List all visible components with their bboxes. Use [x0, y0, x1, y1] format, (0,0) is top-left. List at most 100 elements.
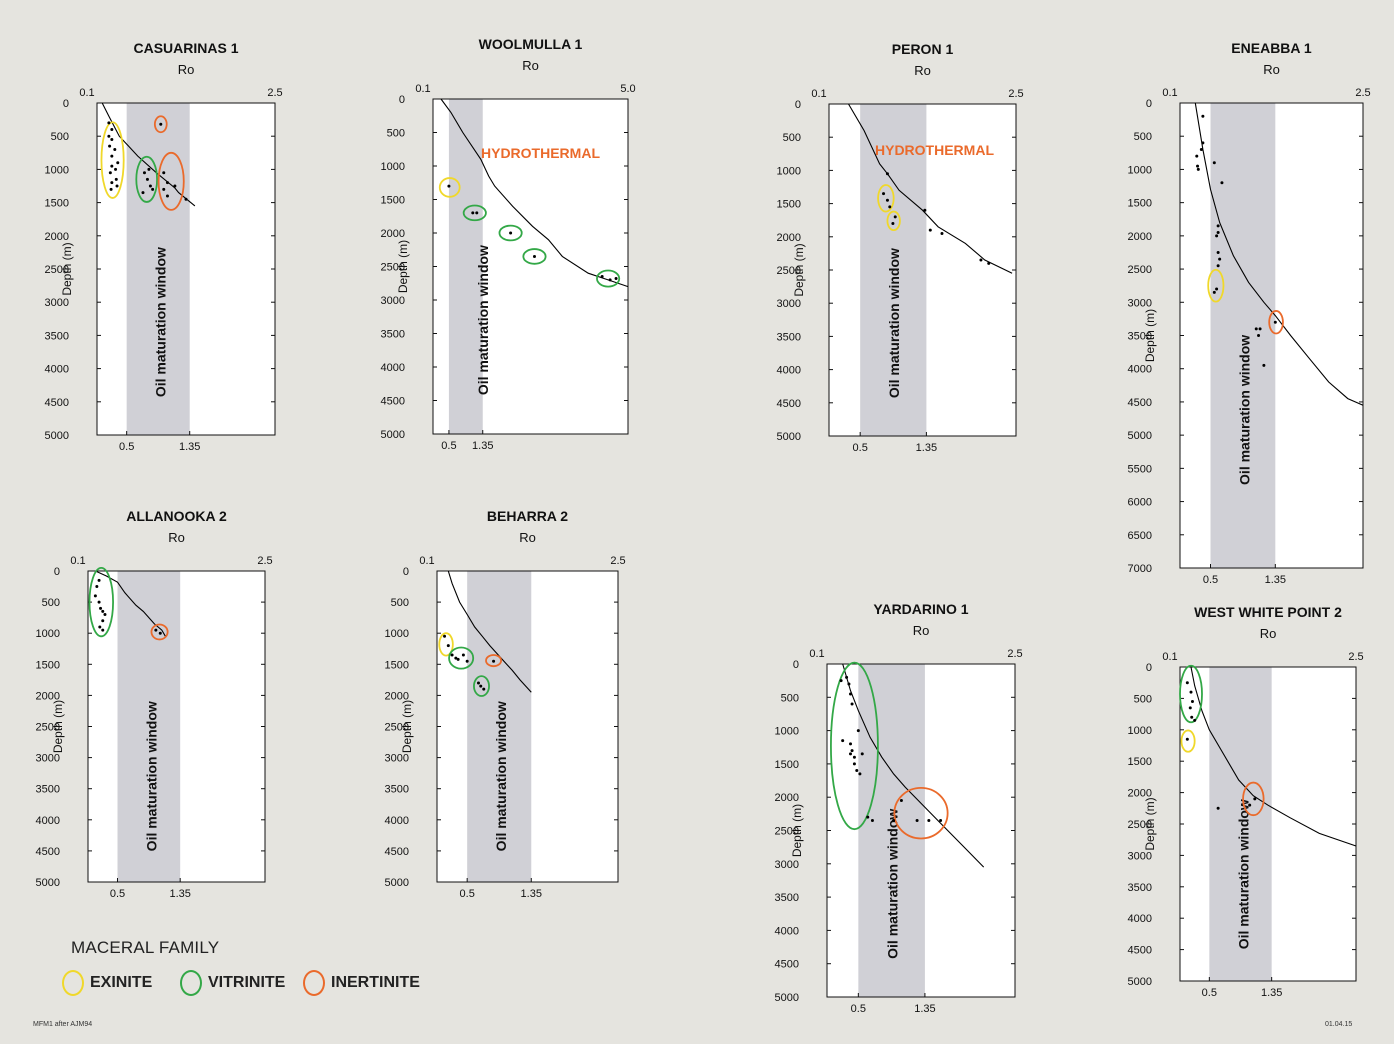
- y-tick-label: 5000: [381, 429, 405, 441]
- data-point: [446, 644, 450, 648]
- vitrinite-ellipse: [596, 269, 621, 288]
- data-point: [870, 819, 874, 823]
- y-tick-label: 2000: [381, 228, 405, 240]
- y-tick-label: 2000: [36, 690, 60, 702]
- exinite-ellipse: [438, 632, 454, 657]
- data-point: [1248, 803, 1252, 807]
- data-point: [1212, 290, 1216, 294]
- exinite-ellipse: [1207, 268, 1225, 303]
- chart-eneabba-1: ENEABBA 1 Ro 0.1 2.5 0.5 1.35 0 500 1000 1500 2000…: [1128, 40, 1371, 586]
- data-point: [165, 194, 169, 198]
- bottom-tick-label: 1.35: [914, 1003, 935, 1015]
- data-point: [888, 205, 892, 209]
- x-axis-label: Ro: [914, 63, 931, 78]
- chart-title: WOOLMULLA 1: [479, 36, 583, 52]
- top-tick-label: 2.5: [267, 87, 282, 99]
- data-point: [608, 278, 612, 282]
- data-point: [148, 184, 152, 188]
- data-point: [841, 739, 845, 743]
- y-tick-label: 5000: [385, 877, 409, 889]
- x-axis-label: Ro: [168, 530, 185, 545]
- data-point: [479, 684, 483, 688]
- bottom-tick-label: 1.35: [1261, 987, 1282, 999]
- y-tick-label: 500: [387, 128, 405, 140]
- bottom-tick-label: 1.35: [916, 442, 937, 454]
- data-point: [482, 687, 486, 691]
- y-axis-label: Depth (m): [60, 242, 74, 295]
- data-point: [1185, 681, 1189, 685]
- vitrinite-ellipse: [830, 661, 879, 831]
- data-point: [108, 144, 112, 148]
- data-point: [939, 819, 943, 823]
- top-tick-label: 2.5: [1008, 88, 1023, 100]
- y-tick-label: 2500: [1128, 264, 1152, 276]
- top-tick-label: 0.1: [1162, 87, 1177, 99]
- y-axis-label: Depth (m): [1143, 309, 1157, 362]
- y-tick-label: 3500: [381, 329, 405, 341]
- x-axis-label: Ro: [1260, 626, 1277, 641]
- data-point: [97, 600, 101, 604]
- y-tick-label: 6500: [1128, 530, 1152, 542]
- y-tick-label: 0: [54, 566, 60, 578]
- y-tick-label: 2000: [45, 231, 69, 243]
- data-point: [454, 656, 458, 660]
- data-point: [1190, 715, 1194, 719]
- y-axis-label: Depth (m): [51, 700, 65, 753]
- data-point: [1218, 257, 1222, 261]
- data-point: [98, 625, 102, 629]
- x-axis-label: Ro: [522, 58, 539, 73]
- y-tick-label: 3000: [381, 295, 405, 307]
- data-point: [141, 191, 145, 195]
- maturation-window-label: Oil maturation window: [1237, 335, 1253, 485]
- y-tick-label: 4500: [385, 846, 409, 858]
- y-tick-label: 4000: [36, 815, 60, 827]
- data-point: [475, 211, 479, 215]
- chart-title: YARDARINO 1: [873, 601, 968, 617]
- data-point: [1190, 700, 1194, 704]
- data-point: [465, 659, 469, 663]
- data-point: [1201, 141, 1205, 145]
- maturation-window-band: [858, 664, 925, 997]
- data-point: [856, 729, 860, 733]
- y-tick-label: 3500: [777, 331, 801, 343]
- data-point: [456, 657, 460, 661]
- y-tick-label: 1000: [36, 628, 60, 640]
- vitrinite-ellipse: [135, 155, 158, 203]
- y-tick-label: 1500: [381, 195, 405, 207]
- bottom-tick-label: 0.5: [460, 888, 475, 900]
- hydrothermal-annotation: HYDROTHERMAL: [481, 145, 600, 161]
- y-tick-label: 0: [1146, 662, 1152, 674]
- y-tick-label: 5000: [777, 431, 801, 443]
- data-point: [845, 675, 849, 679]
- footer-date: 01.04.15: [1325, 1021, 1353, 1028]
- y-tick-label: 1500: [777, 199, 801, 211]
- hydrothermal-annotation: HYDROTHERMAL: [875, 142, 994, 158]
- maturity-curve: [447, 570, 532, 693]
- y-axis-label: Depth (m): [400, 700, 414, 753]
- y-tick-label: 6000: [1128, 497, 1152, 509]
- y-axis-label: Depth (m): [792, 243, 806, 296]
- y-tick-label: 1000: [1128, 164, 1152, 176]
- y-tick-label: 4000: [45, 364, 69, 376]
- data-point: [151, 187, 155, 191]
- y-tick-label: 4000: [777, 365, 801, 377]
- y-tick-label: 5500: [1128, 463, 1152, 475]
- chart-title: CASUARINAS 1: [133, 40, 238, 56]
- data-point: [858, 772, 862, 776]
- y-tick-label: 2500: [36, 722, 60, 734]
- maturation-window-band: [467, 571, 532, 882]
- y-tick-label: 3000: [36, 753, 60, 765]
- chart-title: BEHARRA 2: [487, 508, 568, 524]
- data-point: [162, 187, 166, 191]
- chart-title: ENEABBA 1: [1231, 40, 1312, 56]
- chart-west-white-point-2: WEST WHITE POINT 2 Ro 0.1 2.5 0.5 1.35 0 500 100…: [1128, 604, 1364, 999]
- y-tick-label: 2500: [381, 262, 405, 274]
- y-tick-label: 2000: [385, 690, 409, 702]
- y-tick-label: 2000: [1128, 788, 1152, 800]
- y-tick-label: 7000: [1128, 563, 1152, 575]
- y-axis-label: Depth (m): [790, 804, 804, 857]
- data-point: [893, 215, 897, 219]
- maturation-window-label: Oil maturation window: [144, 701, 160, 851]
- chart-title: WEST WHITE POINT 2: [1194, 604, 1342, 620]
- data-point: [108, 171, 112, 175]
